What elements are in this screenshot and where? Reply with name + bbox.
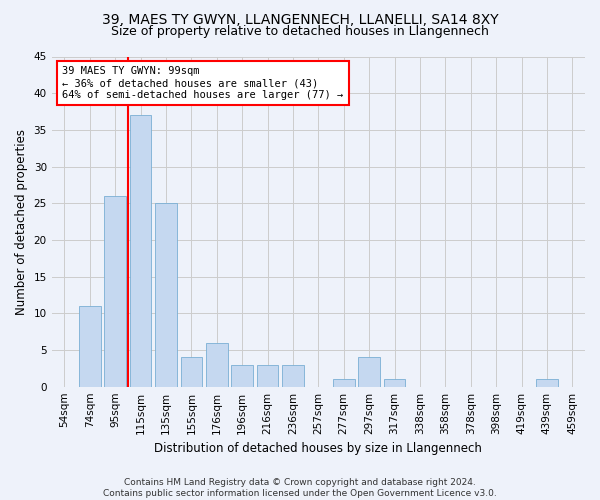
- Bar: [358, 358, 380, 386]
- Text: 39, MAES TY GWYN, LLANGENNECH, LLANELLI, SA14 8XY: 39, MAES TY GWYN, LLANGENNECH, LLANELLI,…: [101, 12, 499, 26]
- Y-axis label: Number of detached properties: Number of detached properties: [15, 128, 28, 314]
- Text: 39 MAES TY GWYN: 99sqm
← 36% of detached houses are smaller (43)
64% of semi-det: 39 MAES TY GWYN: 99sqm ← 36% of detached…: [62, 66, 344, 100]
- Bar: [232, 364, 253, 386]
- Bar: [104, 196, 126, 386]
- Bar: [155, 203, 177, 386]
- X-axis label: Distribution of detached houses by size in Llangennech: Distribution of detached houses by size …: [154, 442, 482, 455]
- Bar: [130, 115, 151, 386]
- Text: Contains HM Land Registry data © Crown copyright and database right 2024.
Contai: Contains HM Land Registry data © Crown c…: [103, 478, 497, 498]
- Bar: [206, 342, 227, 386]
- Bar: [257, 364, 278, 386]
- Bar: [384, 380, 406, 386]
- Bar: [282, 364, 304, 386]
- Bar: [536, 380, 557, 386]
- Bar: [333, 380, 355, 386]
- Bar: [79, 306, 101, 386]
- Text: Size of property relative to detached houses in Llangennech: Size of property relative to detached ho…: [111, 25, 489, 38]
- Bar: [181, 358, 202, 386]
